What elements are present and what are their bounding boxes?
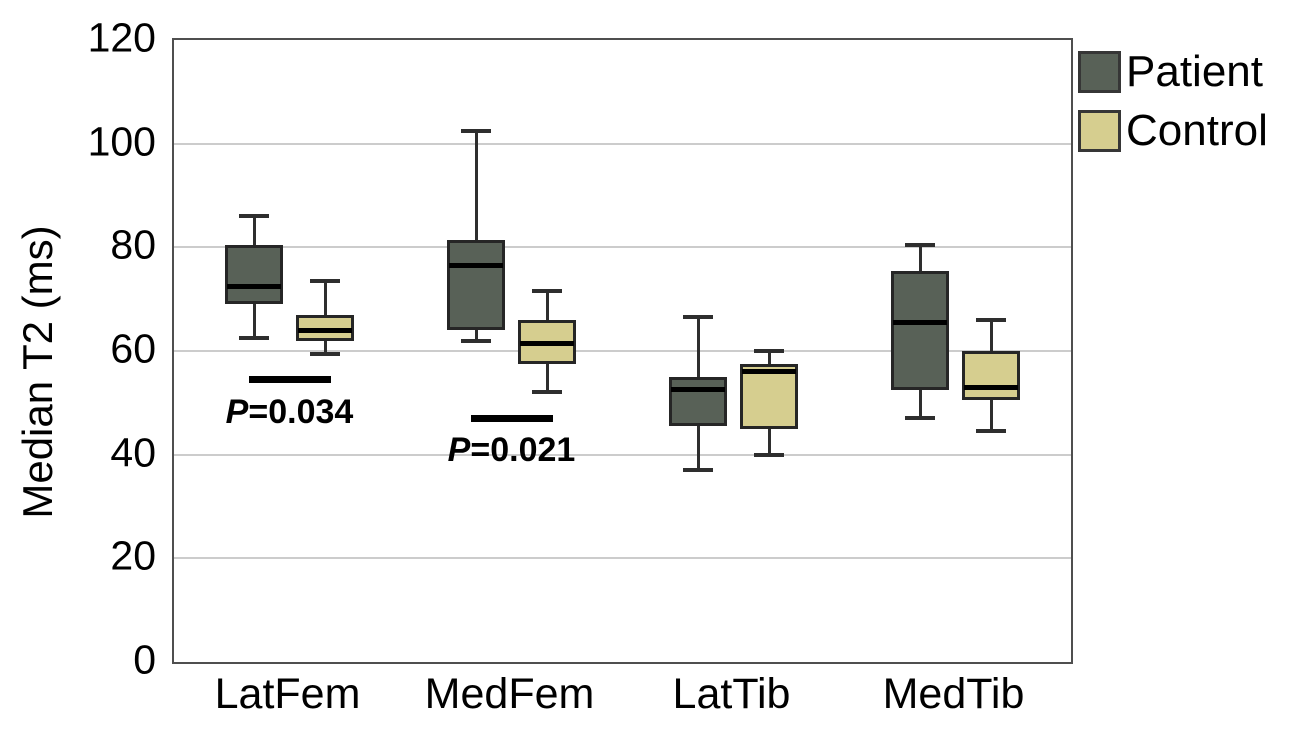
- lower-whisker-control-medfem: [545, 363, 549, 393]
- box-control-lattib: [740, 363, 798, 429]
- lower-whisker-patient-latfem: [252, 304, 256, 339]
- median-line-patient-lattib: [671, 387, 725, 393]
- median-line-patient-latfem: [227, 283, 281, 289]
- upper-whisker-cap-control-latfem: [310, 279, 340, 284]
- upper-whisker-cap-control-medfem: [532, 289, 562, 294]
- lower-whisker-control-lattib: [767, 428, 771, 455]
- x-category-label-latfem: LatFem: [214, 670, 361, 718]
- upper-whisker-patient-lattib: [696, 317, 700, 377]
- y-tick-label-80: 80: [110, 221, 156, 268]
- upper-whisker-cap-patient-medfem: [461, 128, 491, 133]
- x-category-label-medfem: MedFem: [424, 670, 595, 718]
- lower-whisker-cap-patient-medfem: [461, 338, 491, 343]
- upper-whisker-patient-medfem: [474, 130, 478, 240]
- lower-whisker-patient-lattib: [696, 426, 700, 471]
- gridline-80: [174, 246, 1071, 249]
- lower-whisker-patient-medfem: [474, 330, 478, 341]
- gridline-60: [174, 350, 1071, 352]
- lower-whisker-cap-patient-latfem: [239, 336, 269, 341]
- upper-whisker-cap-control-medtib: [976, 317, 1006, 322]
- legend-swatch-patient: [1078, 51, 1121, 93]
- upper-whisker-cap-patient-lattib: [683, 315, 713, 320]
- plot-area: P=0.034 P=0.021: [172, 38, 1073, 664]
- median-line-patient-medtib: [893, 319, 947, 325]
- legend-item-patient: Patient: [1078, 50, 1268, 94]
- upper-whisker-control-medfem: [545, 291, 549, 320]
- lower-whisker-cap-control-latfem: [310, 351, 340, 356]
- median-line-control-latfem: [298, 327, 352, 333]
- gridline-40: [174, 453, 1071, 456]
- lower-whisker-cap-control-lattib: [754, 452, 784, 457]
- y-tick-label-100: 100: [87, 118, 156, 165]
- significance-bar-medfem: [470, 414, 553, 422]
- box-patient-lattib: [669, 376, 727, 427]
- upper-whisker-patient-latfem: [252, 216, 256, 245]
- lower-whisker-cap-control-medtib: [976, 429, 1006, 434]
- x-category-label-medtib: MedTib: [882, 670, 1025, 718]
- legend: Patient Control: [1078, 50, 1268, 168]
- significance-label-medfem: P=0.021: [447, 431, 576, 470]
- p-symbol: P: [225, 392, 249, 431]
- median-line-control-medtib: [964, 384, 1018, 390]
- median-line-patient-medfem: [449, 262, 503, 268]
- box-patient-medtib: [891, 270, 949, 390]
- gridline-20: [174, 557, 1071, 560]
- significance-bar-latfem: [248, 376, 331, 383]
- upper-whisker-patient-medtib: [918, 244, 922, 271]
- y-tick-label-40: 40: [110, 429, 156, 476]
- box-control-medtib: [962, 351, 1020, 401]
- y-tick-label-60: 60: [110, 325, 156, 372]
- legend-swatch-control: [1078, 110, 1121, 152]
- gridline-100: [174, 142, 1071, 145]
- significance-label-latfem: P=0.034: [225, 392, 354, 431]
- lower-whisker-control-latfem: [323, 340, 327, 354]
- box-control-latfem: [296, 314, 354, 341]
- lower-whisker-cap-patient-lattib: [683, 468, 713, 473]
- box-patient-medfem: [447, 239, 505, 331]
- upper-whisker-cap-patient-latfem: [239, 214, 269, 219]
- y-axis-title: Median T2 (ms): [14, 225, 61, 519]
- upper-whisker-control-lattib: [767, 351, 771, 364]
- y-tick-label-0: 0: [133, 636, 156, 683]
- lower-whisker-patient-medtib: [918, 389, 922, 419]
- lower-whisker-control-medtib: [989, 400, 993, 432]
- legend-item-control: Control: [1078, 109, 1268, 153]
- legend-label-patient: Patient: [1126, 47, 1263, 96]
- upper-whisker-control-medtib: [989, 319, 993, 351]
- y-tick-label-120: 120: [87, 14, 156, 61]
- p-symbol: P: [447, 431, 471, 470]
- upper-whisker-cap-control-lattib: [754, 349, 784, 353]
- box-patient-latfem: [225, 244, 283, 305]
- y-tick-label-20: 20: [110, 532, 156, 579]
- median-line-control-lattib: [742, 369, 796, 375]
- lower-whisker-cap-control-medfem: [532, 390, 562, 395]
- legend-label-control: Control: [1126, 106, 1268, 155]
- lower-whisker-cap-patient-medtib: [905, 416, 935, 421]
- upper-whisker-control-latfem: [323, 281, 327, 315]
- median-line-control-medfem: [520, 340, 574, 346]
- x-category-label-lattib: LatTib: [672, 670, 791, 718]
- upper-whisker-cap-patient-medtib: [905, 242, 935, 247]
